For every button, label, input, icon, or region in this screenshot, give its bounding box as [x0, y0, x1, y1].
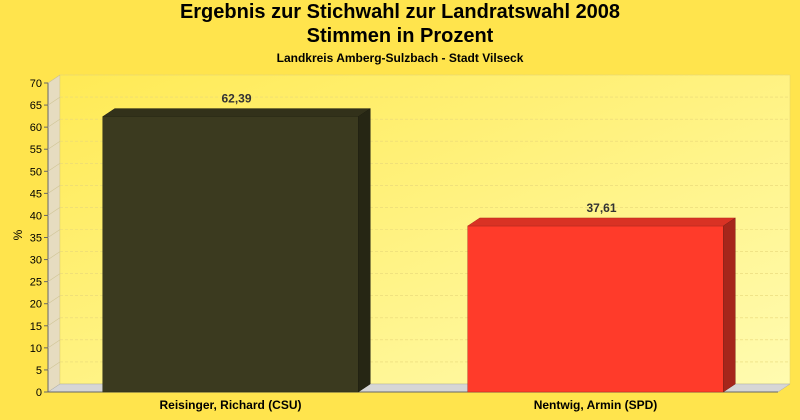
y-tick-label: 55: [30, 144, 42, 156]
chart-title-line-1: Ergebnis zur Stichwahl zur Landratswahl …: [179, 1, 621, 23]
grid-line-side: [47, 96, 61, 106]
grid-line-side: [47, 74, 61, 84]
y-tick-label: 30: [30, 255, 42, 267]
grid-line-side: [47, 251, 61, 260]
grid-line-side: [47, 207, 61, 216]
grid-line-side: [47, 317, 61, 327]
y-tick-label: 45: [30, 188, 42, 200]
y-tick-label: 5: [36, 365, 42, 377]
grid-line-side: [47, 140, 61, 150]
x-tick-label: Nentwig, Armin (SPD): [534, 398, 658, 412]
y-tick-label: 60: [30, 122, 42, 134]
y-tick-label: 40: [30, 210, 42, 222]
y-tick-label: 25: [30, 277, 42, 289]
bar-side: [723, 217, 736, 393]
grid-line-side: [47, 339, 61, 349]
chart-subtitle: Landkreis Amberg-Sulzbach - Stadt Vilsec…: [276, 51, 524, 65]
grid-line-side: [47, 295, 61, 304]
y-tick-label: 0: [36, 387, 42, 399]
grid-line-side: [47, 118, 61, 128]
y-tick-label: 50: [30, 166, 42, 178]
data-label: 62,39: [221, 92, 251, 106]
y-tick-label: 70: [30, 78, 42, 90]
y-tick-label: 65: [30, 100, 42, 112]
bar-side: [358, 108, 371, 393]
y-tick-label: 35: [30, 233, 42, 245]
bar-front: [467, 225, 724, 393]
grid-line-side: [47, 229, 61, 238]
grid-line-side: [47, 361, 61, 371]
title-block: Ergebnis zur Stichwahl zur Landratswahl …: [0, 0, 800, 66]
bar-top: [101, 108, 372, 117]
y-tick-label: 15: [30, 321, 42, 333]
bar-front: [102, 116, 359, 393]
grid-line-side: [47, 185, 61, 194]
grid-line-side: [47, 273, 61, 282]
chart-title-line-2: Stimmen in Prozent: [306, 25, 494, 47]
x-tick-label: Reisinger, Richard (CSU): [159, 398, 301, 412]
bar-top: [466, 217, 737, 227]
y-axis-label: %: [11, 229, 25, 240]
y-tick-label: 20: [30, 299, 42, 311]
data-label: 37,61: [586, 201, 616, 215]
y-tick-label: 10: [30, 343, 42, 355]
grid-line-side: [47, 163, 61, 172]
